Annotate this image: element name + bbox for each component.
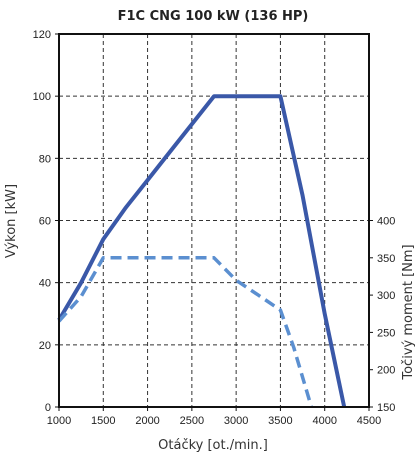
x-tick-label: 3000 <box>224 415 248 427</box>
chart-title: F1C CNG 100 kW (136 HP) <box>118 9 309 24</box>
y-tick-label: 80 <box>39 153 51 165</box>
y2-axis-label: Točivý moment [Nm] <box>401 244 416 380</box>
series-layer <box>57 94 347 408</box>
y2-tick-label: 200 <box>377 365 395 377</box>
x-tick-label: 3500 <box>268 415 292 427</box>
x-axis-label: Otáčky [ot./min.] <box>158 438 268 453</box>
power-series-line <box>57 94 347 408</box>
y2-tick-label: 250 <box>377 327 395 339</box>
y-axis-label: Výkon [kW] <box>4 184 19 258</box>
grid <box>59 34 369 407</box>
y2-tick-label: 150 <box>377 402 395 414</box>
tick-labels: 1000 1500 2000 2500 3000 3500 4000 4500 0 20 40 60 8… <box>33 29 396 427</box>
y-tick-label: 0 <box>45 402 51 414</box>
x-tick-label: 1500 <box>91 415 115 427</box>
x-tick-label: 1000 <box>47 415 71 427</box>
x-tick-label: 2500 <box>180 415 204 427</box>
plot-frame <box>58 33 370 408</box>
y2-tick-label: 400 <box>377 216 395 228</box>
y2-tick-label: 350 <box>377 253 395 265</box>
x-tick-label: 4500 <box>357 415 381 427</box>
y-tick-label: 100 <box>33 91 51 103</box>
x-tick-label: 4000 <box>312 415 336 427</box>
y-tick-label: 40 <box>39 278 51 290</box>
y-tick-label: 120 <box>33 29 51 41</box>
y2-tick-label: 300 <box>377 290 395 302</box>
torque-series-line <box>57 256 314 408</box>
y-tick-label: 60 <box>39 216 51 228</box>
y-tick-label: 20 <box>39 340 51 352</box>
x-tick-label: 2000 <box>135 415 159 427</box>
